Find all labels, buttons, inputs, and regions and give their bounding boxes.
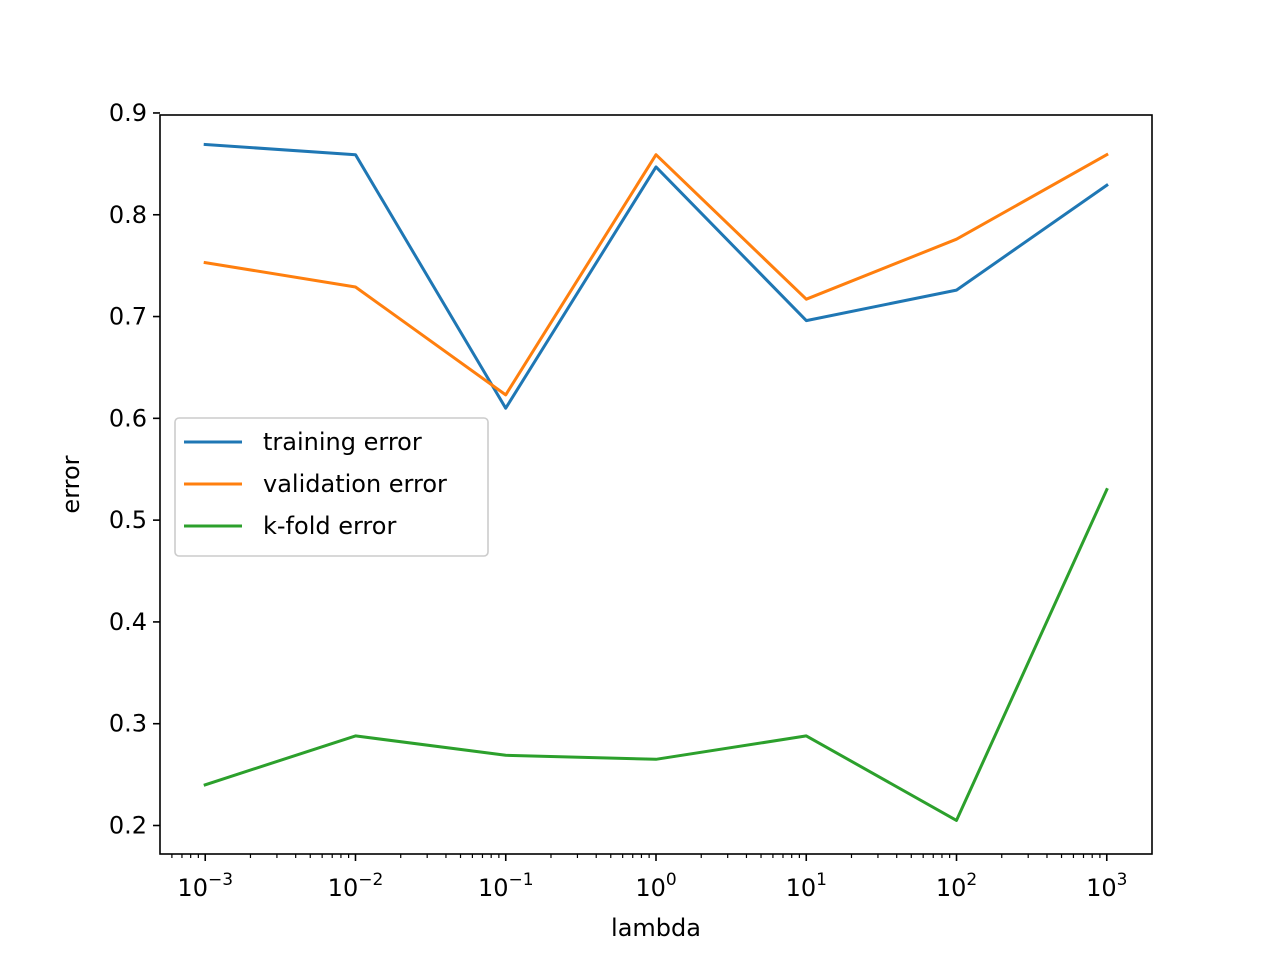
legend-box <box>174 417 489 557</box>
series-line-k-fold-error <box>203 487 1109 822</box>
series-line-validation-error <box>203 152 1109 397</box>
ticks-layer: 0.2 0.3 0.4 0.5 0.6 0.7 0.8 0.9 10−3 10−2 10−1 100 1… <box>109 99 1128 902</box>
x-tick-label: 101 <box>786 870 827 902</box>
x-axis-label: lambda <box>611 914 701 942</box>
x-tick-label: 10−1 <box>478 870 534 902</box>
series-layer <box>203 142 1109 822</box>
y-tick-label: 0.5 <box>109 506 147 534</box>
y-tick-label: 0.2 <box>109 811 147 839</box>
y-tick-label: 0.9 <box>109 99 147 127</box>
y-tick-label: 0.7 <box>109 303 147 331</box>
y-axis-label: error <box>57 455 85 513</box>
x-tick-label: 100 <box>635 870 676 902</box>
x-tick-label: 10−2 <box>328 870 384 902</box>
series-line-training-error <box>203 142 1109 410</box>
y-tick-label: 0.3 <box>109 710 147 738</box>
x-tick-label: 102 <box>936 870 977 902</box>
y-tick-label: 0.6 <box>109 404 147 432</box>
legend-label: validation error <box>263 470 447 498</box>
y-tick-label: 0.4 <box>109 608 147 636</box>
x-tick-label: 103 <box>1086 870 1127 902</box>
legend: training error validation error k-fold err… <box>174 417 489 557</box>
axes-frame <box>159 114 1153 855</box>
legend-label: k-fold error <box>263 512 396 540</box>
y-tick-label: 0.8 <box>109 201 147 229</box>
legend-label: training error <box>263 428 422 456</box>
x-tick-label: 10−3 <box>177 870 233 902</box>
